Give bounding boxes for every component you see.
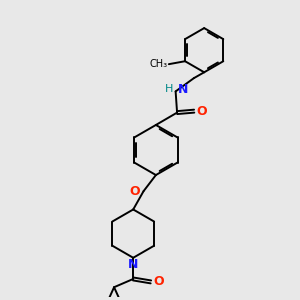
Text: N: N [128,258,138,271]
Text: O: O [196,105,207,118]
Text: H: H [165,84,173,94]
Text: O: O [153,275,164,288]
Text: O: O [129,185,140,198]
Text: CH₃: CH₃ [149,59,167,69]
Text: N: N [178,83,188,96]
